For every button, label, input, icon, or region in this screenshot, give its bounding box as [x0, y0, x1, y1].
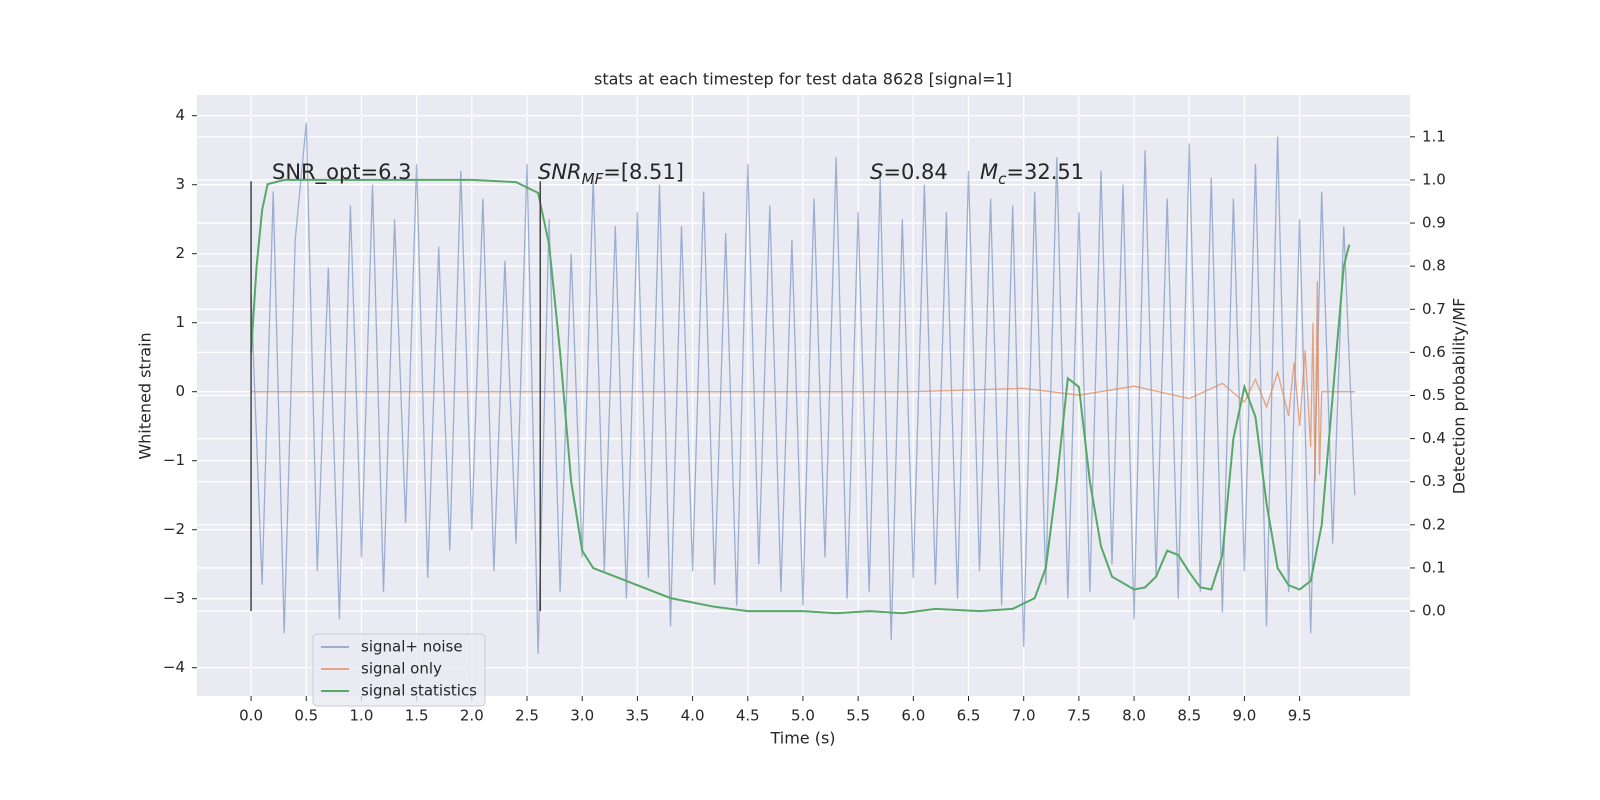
x-tick-label: 8.0: [1122, 707, 1146, 725]
x-tick-label: 4.5: [736, 707, 760, 725]
annotation-base: S: [870, 160, 883, 184]
y-tick-label: 4: [175, 106, 185, 124]
x-tick-label: 3.0: [570, 707, 594, 725]
y2-tick-label: 1.0: [1422, 170, 1446, 188]
y-tick-label: 2: [175, 244, 185, 262]
annotation: Mc=32.51: [980, 160, 1084, 188]
x-tick-label: 4.0: [681, 707, 705, 725]
series-line: [250, 122, 1356, 654]
annotation: SNR_opt=6.3: [272, 160, 412, 185]
annotation: S=0.84: [870, 160, 948, 184]
x-tick-label: 5.0: [791, 707, 815, 725]
y2-tick-label: 0.0: [1422, 602, 1446, 620]
x-tick-label: 2.0: [460, 707, 484, 725]
annotation-rest: =[8.51]: [603, 160, 684, 184]
y2-tick-label: 0.6: [1422, 343, 1446, 361]
y2-axis-label: Detection probability/MF: [1450, 298, 1469, 495]
y2-tick-label: 1.1: [1422, 127, 1446, 145]
legend-label: signal statistics: [361, 682, 477, 700]
annotation-base: SNR_opt=6.3: [272, 160, 412, 185]
x-tick-label: 9.0: [1233, 707, 1257, 725]
legend-label: signal+ noise: [361, 638, 463, 656]
y-tick-label: −1: [163, 451, 185, 469]
x-tick-label: 7.5: [1067, 707, 1091, 725]
y-tick-label: 3: [175, 175, 185, 193]
annotation-rest: =0.84: [883, 160, 947, 184]
x-tick-label: 1.0: [350, 707, 374, 725]
y-tick-label: −2: [163, 520, 185, 538]
y-axis-label: Whitened strain: [136, 332, 155, 459]
series-line: [251, 281, 1355, 482]
x-tick-label: 7.0: [1012, 707, 1036, 725]
annotation-rest: =32.51: [1006, 160, 1084, 184]
x-axis-label: Time (s): [769, 729, 835, 748]
y2-tick-label: 0.5: [1422, 386, 1446, 404]
legend-box: [312, 633, 486, 707]
y-tick-label: 1: [175, 313, 185, 331]
x-tick-label: 9.5: [1288, 707, 1312, 725]
annotation-sub: c: [998, 170, 1007, 188]
x-tick-label: 3.5: [625, 707, 649, 725]
x-tick-label: 8.5: [1177, 707, 1201, 725]
x-tick-label: 5.5: [846, 707, 870, 725]
annotation: SNRMF=[8.51]: [538, 160, 684, 188]
annotation-sub: MF: [582, 170, 604, 188]
chart-title: stats at each timestep for test data 862…: [594, 70, 1012, 89]
y-tick-label: −3: [163, 589, 185, 607]
annotation-base: M: [980, 160, 998, 184]
annotation-base: SNR: [538, 160, 582, 184]
y2-tick-label: 0.4: [1422, 429, 1446, 447]
y2-tick-label: 0.1: [1422, 558, 1446, 576]
x-tick-label: 2.5: [515, 707, 539, 725]
series-line: [250, 178, 1351, 615]
x-tick-label: 0.0: [239, 707, 263, 725]
y2-tick-label: 0.2: [1422, 515, 1446, 533]
y2-tick-label: 0.9: [1422, 214, 1446, 232]
x-tick-label: 6.0: [901, 707, 925, 725]
x-tick-label: 0.5: [294, 707, 318, 725]
y2-tick-label: 0.7: [1422, 300, 1446, 318]
legend-label: signal only: [361, 660, 442, 678]
x-tick-label: 6.5: [957, 707, 981, 725]
y-tick-label: 0: [175, 382, 185, 400]
x-tick-label: 1.5: [405, 707, 429, 725]
y2-tick-label: 0.3: [1422, 472, 1446, 490]
y-tick-label: −4: [163, 658, 185, 676]
y2-tick-label: 0.8: [1422, 257, 1446, 275]
